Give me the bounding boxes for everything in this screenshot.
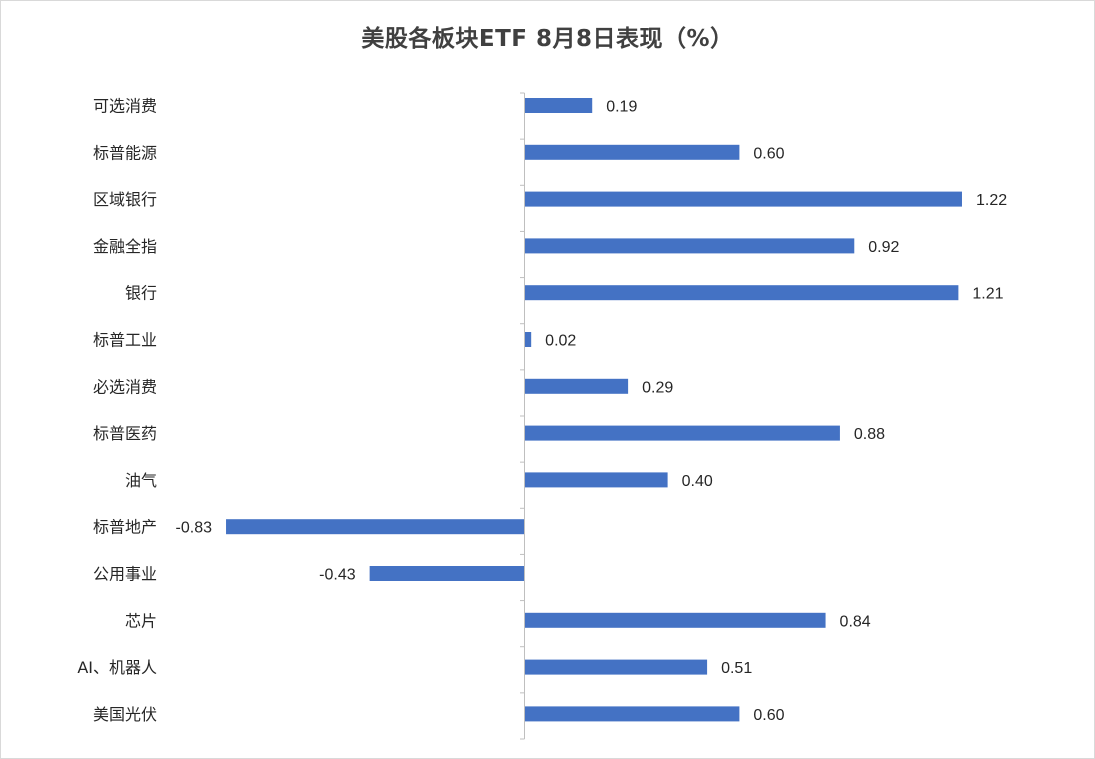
bar bbox=[524, 612, 826, 628]
bar bbox=[524, 98, 593, 113]
bar bbox=[524, 472, 668, 488]
category-label: 可选消费 bbox=[93, 97, 157, 116]
bar bbox=[524, 706, 740, 722]
bar bbox=[369, 566, 524, 581]
value-label: 0.60 bbox=[753, 145, 784, 162]
bar bbox=[524, 238, 855, 254]
category-label: 标普能源 bbox=[93, 143, 157, 162]
value-label: 1.21 bbox=[972, 286, 1003, 303]
bar bbox=[524, 659, 708, 675]
bar bbox=[524, 425, 840, 441]
category-label: 金融全指 bbox=[93, 237, 157, 256]
category-label: AI、机器人 bbox=[77, 658, 157, 677]
value-label: 0.51 bbox=[721, 660, 752, 677]
bar bbox=[226, 519, 524, 535]
chart-title: 美股各板块ETF 8月8日表现（%） bbox=[361, 26, 734, 52]
bar bbox=[524, 285, 959, 301]
category-label: 标普地产 bbox=[93, 518, 157, 537]
category-label: 必选消费 bbox=[93, 377, 157, 396]
value-label: 0.92 bbox=[868, 239, 899, 256]
category-label: 区域银行 bbox=[93, 190, 157, 209]
category-label: 公用事业 bbox=[93, 565, 157, 584]
value-label: 0.19 bbox=[606, 99, 637, 116]
bar bbox=[524, 191, 962, 207]
axis-ticks bbox=[520, 92, 525, 740]
value-label: 1.22 bbox=[976, 192, 1007, 209]
value-label: 0.84 bbox=[840, 613, 871, 630]
category-label: 芯片 bbox=[125, 611, 157, 630]
category-labels: 可选消费标普能源区域银行金融全指银行标普工业必选消费标普医药油气标普地产公用事业… bbox=[77, 97, 157, 724]
bar bbox=[524, 332, 532, 347]
value-label: -0.43 bbox=[319, 567, 356, 584]
category-label: 油气 bbox=[125, 471, 157, 490]
value-label: 0.60 bbox=[753, 707, 784, 724]
value-label: 0.02 bbox=[545, 333, 576, 350]
value-labels: 0.19 0.60 1.22 0.92 1.21 0.02 0.29 0.88 0.40 -0.8… bbox=[176, 99, 1008, 724]
value-label: 0.88 bbox=[854, 426, 885, 443]
category-label: 标普医药 bbox=[93, 424, 157, 443]
bar bbox=[524, 144, 740, 160]
category-label: 银行 bbox=[125, 284, 157, 303]
category-label: 美国光伏 bbox=[93, 705, 157, 724]
bar bbox=[524, 378, 629, 394]
value-label: 0.29 bbox=[642, 379, 673, 396]
value-label: -0.83 bbox=[176, 520, 213, 537]
category-label: 标普工业 bbox=[93, 331, 157, 350]
bars-layer bbox=[226, 98, 962, 722]
value-label: 0.40 bbox=[682, 473, 713, 490]
